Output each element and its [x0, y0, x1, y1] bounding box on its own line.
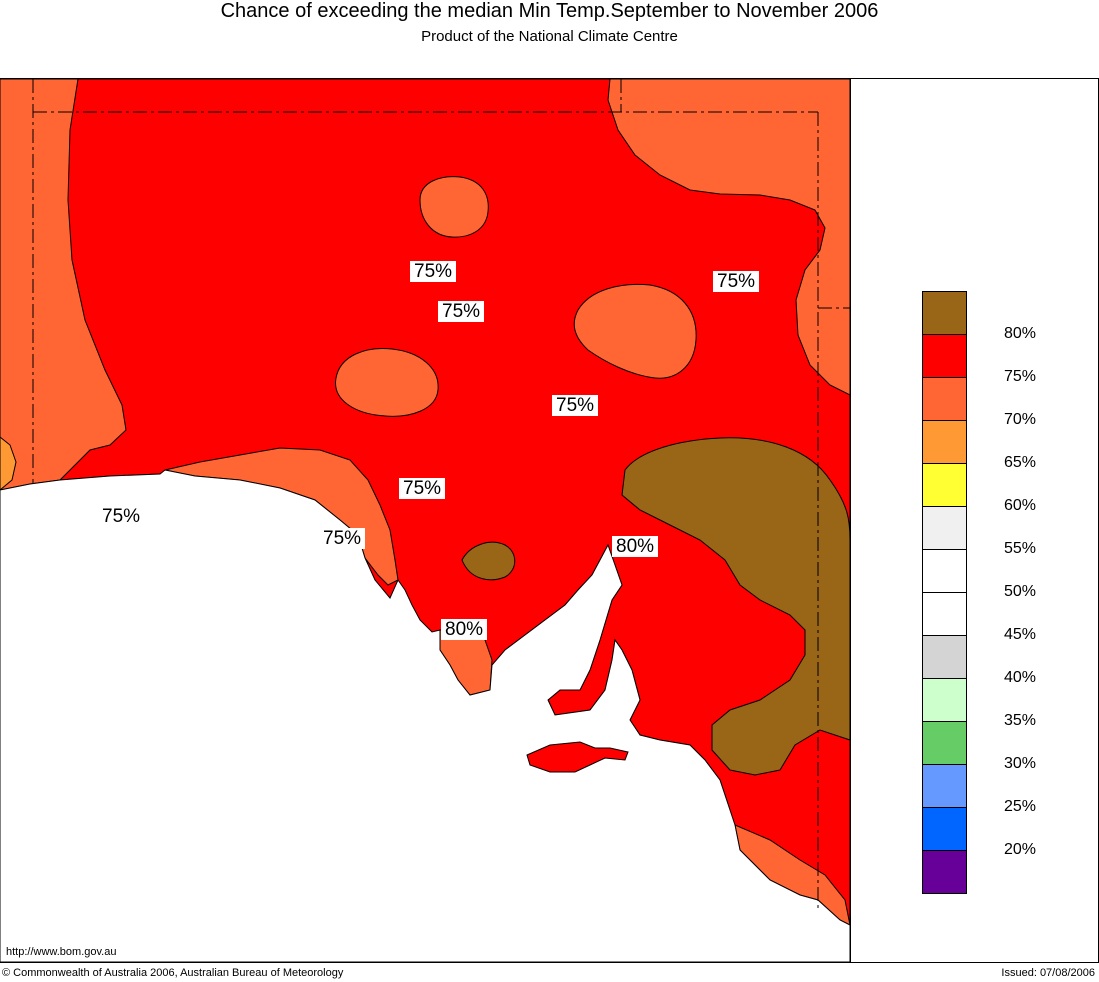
legend-swatch	[922, 549, 967, 593]
legend-swatch	[922, 678, 967, 722]
legend-label: 20%	[1004, 841, 1037, 858]
legend-label: 75%	[1004, 368, 1037, 385]
legend-label: 25%	[1004, 798, 1037, 815]
region-80-east	[621, 437, 851, 776]
color-legend: 80% 75% 70% 65% 60% 55% 50% 45% 40% 35% 30% 25% 20%	[922, 291, 1036, 894]
map-label: 75%	[319, 528, 366, 549]
legend-label: 50%	[1004, 583, 1037, 600]
legend-label: 70%	[1004, 411, 1037, 428]
kangaroo-island	[526, 741, 629, 773]
region-70-75-north-blob	[419, 176, 489, 238]
legend-swatch	[922, 764, 967, 808]
legend-label: 45%	[1004, 626, 1037, 643]
region-70-75-center-blob	[573, 283, 697, 379]
legend-swatch	[922, 807, 967, 851]
map-label: 80%	[612, 536, 659, 557]
region-80-small	[461, 541, 516, 581]
region-70-75-northeast	[607, 78, 851, 396]
map-label: 75%	[713, 271, 760, 292]
map-label: 80%	[441, 619, 488, 640]
legend-swatch	[922, 420, 967, 464]
legend-label: 35%	[1004, 712, 1037, 729]
map-label: 75%	[438, 301, 485, 322]
legend-label: 80%	[1004, 325, 1037, 342]
legend-swatch	[922, 850, 967, 894]
region-70-75-west-blob	[335, 347, 439, 417]
state-borders	[32, 79, 850, 910]
legend-swatch	[922, 721, 967, 765]
legend-label: 55%	[1004, 540, 1037, 557]
map-label: 75%	[98, 506, 145, 527]
legend-label: 30%	[1004, 755, 1037, 772]
source-url: http://www.bom.gov.au	[6, 946, 117, 958]
legend-swatch	[922, 334, 967, 378]
issued-date: Issued: 07/08/2006	[1001, 967, 1095, 979]
legend-label: 65%	[1004, 454, 1037, 471]
legend-swatch	[922, 377, 967, 421]
map-label: 75%	[410, 261, 457, 282]
legend-swatch	[922, 463, 967, 507]
copyright-text: © Commonwealth of Australia 2006, Austra…	[2, 967, 344, 979]
map-label: 75%	[399, 478, 446, 499]
legend-swatch	[922, 592, 967, 636]
map-subtitle: Product of the National Climate Centre	[421, 28, 678, 45]
legend-label: 40%	[1004, 669, 1037, 686]
map-label: 75%	[552, 395, 599, 416]
probability-map	[0, 78, 1099, 963]
legend-swatch	[922, 506, 967, 550]
legend-label: 60%	[1004, 497, 1037, 514]
region-65-70-west-edge	[0, 436, 17, 491]
map-frame: 75% 75% 75% 75% 75% 75% 75% 80% 80%	[0, 78, 1099, 963]
legend-swatch	[922, 635, 967, 679]
legend-swatch	[922, 291, 967, 335]
map-title: Chance of exceeding the median Min Temp.…	[220, 0, 879, 22]
